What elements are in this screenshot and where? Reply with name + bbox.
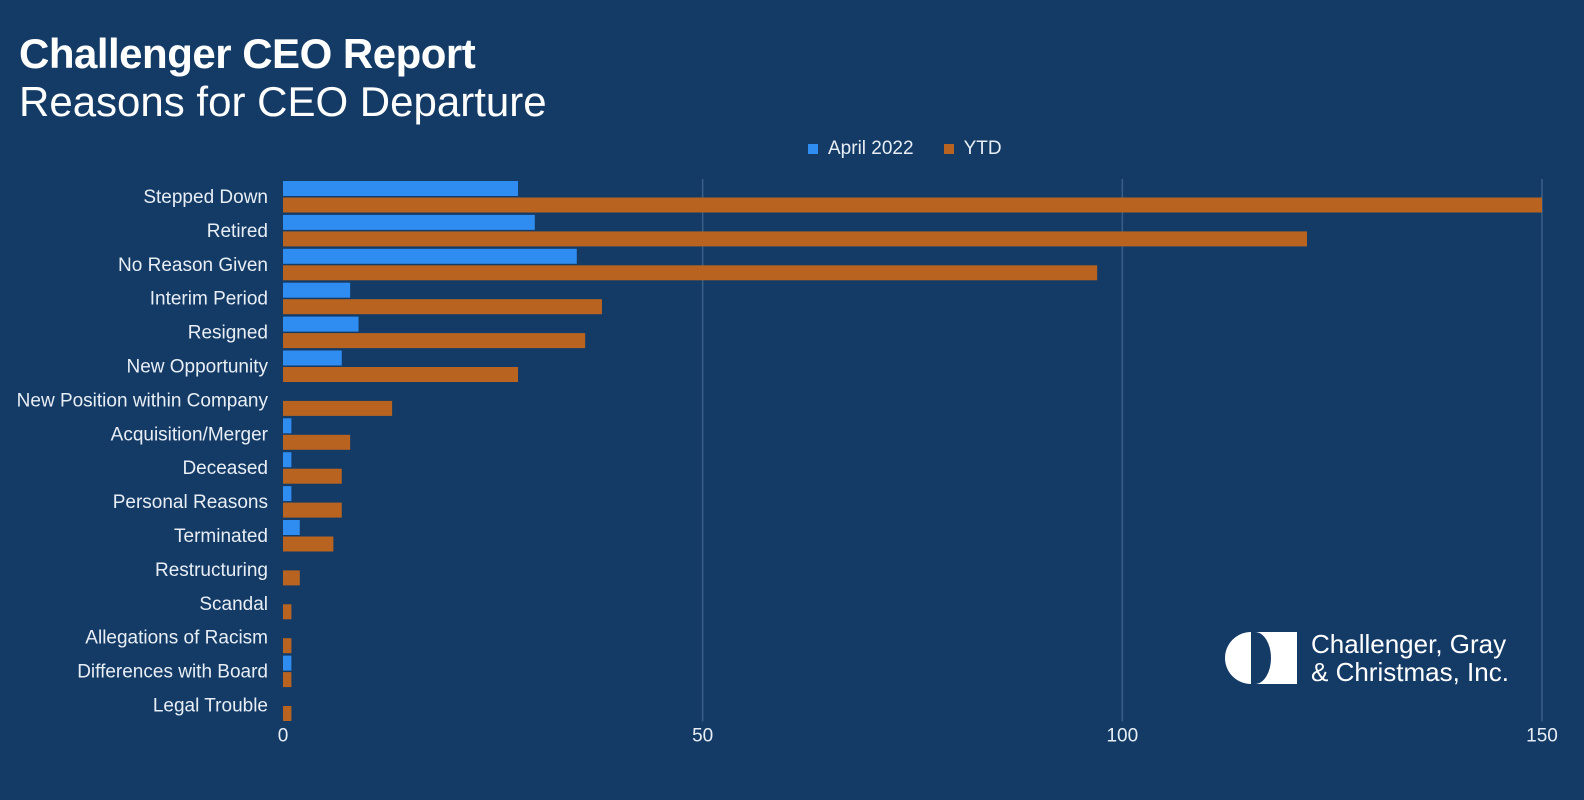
category-label: New Opportunity xyxy=(126,357,268,378)
legend-swatch-april xyxy=(808,144,818,154)
bar-ytd xyxy=(283,638,292,654)
bar-ytd xyxy=(283,570,300,586)
bar-april-2022 xyxy=(283,486,292,502)
category-label: Terminated xyxy=(174,526,268,547)
chart-subtitle: Reasons for CEO Departure xyxy=(19,78,547,125)
category-label: Legal Trouble xyxy=(153,696,268,717)
bar-ytd xyxy=(283,197,1542,213)
logo-text: Challenger, Gray & Christmas, Inc. xyxy=(1311,630,1509,686)
company-logo: Challenger, Gray & Christmas, Inc. xyxy=(1225,630,1509,686)
bar-ytd xyxy=(283,400,393,416)
bar-ytd xyxy=(283,672,292,688)
bar-april-2022 xyxy=(283,316,359,332)
bar-april-2022 xyxy=(283,418,292,434)
category-label: No Reason Given xyxy=(118,255,268,276)
category-label: Acquisition/Merger xyxy=(111,424,269,445)
bar-ytd xyxy=(283,367,519,382)
x-tick-label: 0 xyxy=(278,725,289,746)
category-label: Deceased xyxy=(182,458,268,479)
category-label: Resigned xyxy=(188,323,268,344)
bar-april-2022 xyxy=(283,248,577,264)
logo-icon xyxy=(1225,632,1297,684)
category-label: Differences with Board xyxy=(77,662,268,683)
chart-title: Challenger CEO Report xyxy=(19,30,476,77)
legend-item-april: April 2022 xyxy=(808,138,914,160)
bar-ytd xyxy=(283,231,1307,247)
bar-ytd xyxy=(283,468,342,484)
bar-ytd xyxy=(283,265,1098,281)
x-tick-label: 150 xyxy=(1526,725,1558,746)
bar-ytd xyxy=(283,434,351,450)
logo-line-1: Challenger, Gray xyxy=(1311,629,1507,659)
bar-april-2022 xyxy=(283,655,292,671)
x-tick-label: 100 xyxy=(1106,725,1138,746)
bar-april-2022 xyxy=(283,214,535,230)
category-label: Stepped Down xyxy=(143,187,268,208)
category-label: Restructuring xyxy=(155,560,268,581)
legend-item-ytd: YTD xyxy=(943,138,1002,160)
bar-april-2022 xyxy=(283,452,292,468)
category-label: Personal Reasons xyxy=(113,492,268,513)
legend-swatch-ytd xyxy=(943,144,954,154)
bar-april-2022 xyxy=(283,181,519,196)
category-label: Interim Period xyxy=(150,289,268,310)
bar-ytd xyxy=(283,536,334,552)
bar-ytd xyxy=(283,604,292,620)
bar-april-2022 xyxy=(283,282,351,298)
bar-april-2022 xyxy=(283,350,342,366)
logo-line-2: & Christmas, Inc. xyxy=(1311,657,1509,687)
category-label: Retired xyxy=(207,221,268,242)
bar-april-2022 xyxy=(283,520,300,535)
legend: April 2022 YTD xyxy=(808,138,1002,160)
legend-label-april: April 2022 xyxy=(828,138,914,159)
bar-ytd xyxy=(283,299,602,315)
bar-ytd xyxy=(283,333,586,349)
category-label: Allegations of Racism xyxy=(85,628,268,649)
category-label: Scandal xyxy=(199,594,268,615)
category-label: New Position within Company xyxy=(17,390,269,411)
bar-ytd xyxy=(283,706,292,721)
x-tick-label: 50 xyxy=(692,725,713,746)
bar-ytd xyxy=(283,502,342,518)
legend-label-ytd: YTD xyxy=(963,138,1002,159)
